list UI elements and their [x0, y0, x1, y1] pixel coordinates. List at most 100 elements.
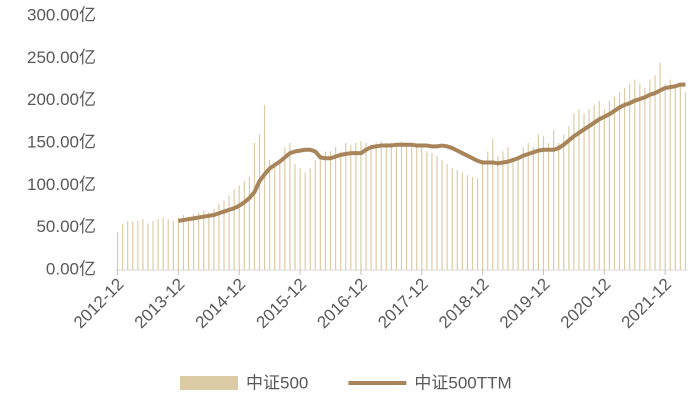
bar — [390, 143, 392, 270]
bar — [497, 155, 499, 270]
bar — [466, 175, 469, 270]
bar — [613, 96, 616, 270]
bar — [547, 143, 550, 270]
x-tick-label: 2019-12 — [496, 275, 554, 333]
bar — [203, 210, 205, 270]
bar — [253, 143, 256, 270]
bar — [198, 212, 200, 270]
bar — [461, 172, 463, 270]
bar — [334, 147, 337, 270]
bar — [573, 113, 575, 270]
bar — [365, 143, 367, 270]
y-tick-label: 50.00亿 — [36, 217, 96, 236]
bar — [258, 134, 261, 270]
bar — [122, 223, 124, 270]
bar — [684, 92, 687, 270]
bar — [228, 195, 230, 270]
bar — [639, 83, 641, 270]
bar — [380, 141, 382, 270]
bar — [345, 143, 347, 270]
bar — [147, 223, 149, 270]
y-tick-label: 150.00亿 — [27, 132, 96, 151]
bar — [446, 164, 448, 270]
bar — [187, 216, 190, 270]
bar — [238, 185, 240, 270]
bar — [441, 159, 443, 270]
bar — [608, 100, 611, 271]
bar — [279, 159, 281, 270]
bar — [436, 155, 438, 270]
bar — [537, 134, 540, 270]
bar — [451, 168, 453, 270]
bar — [634, 79, 636, 270]
bar — [426, 151, 428, 270]
bar — [664, 83, 666, 270]
bar — [248, 176, 250, 270]
x-tick-label: 2013-12 — [131, 275, 189, 333]
bar — [482, 159, 484, 270]
bar — [456, 170, 458, 270]
bar — [512, 159, 514, 270]
bar — [421, 147, 423, 270]
bar — [588, 109, 590, 270]
line — [178, 82, 686, 223]
bar — [502, 151, 504, 270]
bar — [223, 200, 225, 270]
bar — [669, 79, 671, 270]
bar — [213, 209, 215, 270]
bar — [340, 151, 342, 270]
bar — [360, 141, 362, 270]
bar — [400, 141, 403, 270]
bar — [431, 153, 433, 270]
bar — [385, 143, 387, 270]
bar — [208, 212, 210, 270]
bar — [269, 159, 271, 270]
x-tick-label: 2018-12 — [435, 275, 493, 333]
bar — [304, 172, 306, 270]
y-tick-label: 0.00亿 — [46, 259, 96, 278]
bar — [289, 143, 291, 270]
x-tick-label: 2021-12 — [618, 275, 676, 333]
bar — [624, 87, 626, 270]
x-tick-label: 2012-12 — [70, 275, 128, 333]
x-tick-label: 2015-12 — [253, 275, 311, 333]
bar — [319, 155, 321, 270]
bar — [578, 109, 580, 270]
bar — [157, 219, 159, 270]
y-tick-label: 100.00亿 — [27, 175, 96, 194]
bar — [395, 144, 398, 270]
x-tick-label: 2016-12 — [313, 275, 371, 333]
bar — [674, 87, 676, 270]
bar — [654, 75, 656, 271]
bar — [416, 144, 418, 270]
bar — [471, 176, 474, 270]
legend-swatch — [180, 376, 238, 390]
bar — [284, 147, 286, 270]
bar — [517, 155, 519, 270]
bar — [629, 83, 631, 270]
bar — [563, 134, 565, 270]
bar — [172, 220, 174, 270]
bar — [274, 164, 276, 270]
bar — [218, 203, 220, 270]
bar — [370, 144, 372, 270]
bar — [375, 143, 377, 270]
bar — [593, 104, 595, 271]
bar — [142, 219, 144, 270]
bar — [355, 143, 357, 270]
bar — [324, 151, 327, 270]
bar — [644, 87, 646, 270]
bar — [116, 231, 119, 270]
bar — [558, 143, 560, 270]
bar — [309, 168, 311, 270]
bar — [233, 189, 235, 270]
bar — [476, 178, 479, 270]
y-tick-label: 250.00亿 — [27, 48, 96, 67]
bar — [487, 151, 489, 270]
bar — [182, 214, 185, 270]
bar — [314, 159, 316, 270]
bar — [162, 217, 164, 270]
legend-label: 中证500TTM — [414, 373, 511, 392]
bar — [507, 147, 509, 270]
